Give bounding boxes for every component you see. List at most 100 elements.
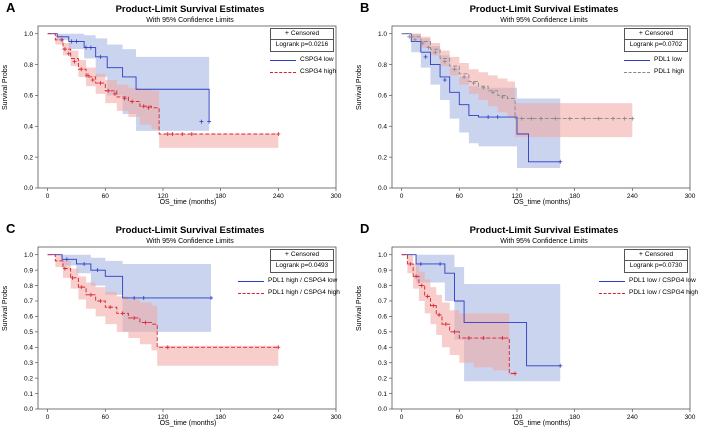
censor-mark (442, 78, 447, 82)
legend-swatch-dashed (238, 293, 264, 294)
y-tick-label: 0.0 (378, 185, 387, 192)
censor-mark (452, 67, 457, 72)
censor-mark (88, 45, 93, 50)
y-tick-label: 1.0 (24, 31, 33, 38)
logrank-text: Logrank p=0.0493 (275, 262, 329, 269)
censored-marker-icon: + (284, 251, 291, 258)
censor-mark (209, 295, 214, 300)
censor-mark (413, 37, 418, 42)
censor-mark (495, 115, 500, 120)
censor-mark (189, 132, 194, 136)
stats-box: + Censored Logrank p=0.0702 (624, 28, 688, 52)
x-tick-label: 120 (158, 414, 169, 421)
legend-label: CSPG4 low (300, 56, 334, 63)
censor-mark (431, 303, 436, 308)
y-tick-label: 0.8 (378, 283, 387, 290)
y-tick-label: 0.7 (24, 298, 33, 305)
censor-mark (85, 73, 90, 78)
y-tick-label: 0.8 (24, 62, 33, 69)
censor-mark (62, 266, 67, 271)
y-tick-label: 0.5 (378, 329, 387, 336)
x-tick-label: 60 (102, 414, 110, 421)
censor-mark (165, 132, 170, 136)
censor-mark (132, 315, 137, 320)
censor-mark (276, 345, 281, 350)
x-tick-label: 180 (569, 193, 580, 200)
legend-swatch-dashed (270, 72, 296, 73)
x-tick-label: 240 (273, 193, 284, 200)
x-tick-label: 0 (400, 193, 404, 200)
stats-box: + Censored Logrank p=0.0730 (624, 249, 688, 273)
censor-mark (95, 268, 100, 273)
censor-mark (622, 116, 627, 121)
confidence-band (47, 33, 279, 148)
x-tick-label: 300 (331, 414, 342, 421)
censor-mark (462, 74, 467, 79)
censored-marker-icon: + (638, 30, 645, 37)
censor-mark (276, 132, 281, 136)
censor-mark (180, 132, 185, 136)
panel-label: D (360, 221, 370, 236)
censor-mark (146, 105, 151, 110)
km-panel-b: 0.0 0.2 0.4 0.6 0.8 1.0 0 60 120 180 240 300 B Prod… (354, 0, 708, 221)
censor-mark (558, 159, 563, 164)
censor-mark (425, 294, 430, 299)
x-tick-label: 300 (331, 193, 342, 200)
survival-curve (401, 254, 516, 374)
y-tick-label: 0.5 (24, 329, 33, 336)
censor-mark (481, 85, 486, 90)
stats-box: + Censored Logrank p=0.0216 (270, 28, 334, 52)
censor-mark (98, 81, 103, 86)
censor-mark (122, 96, 127, 101)
censor-mark (98, 54, 103, 59)
censor-mark (108, 305, 113, 310)
y-axis-label: Survival Probs (356, 64, 363, 110)
y-tick-label: 0.2 (378, 154, 387, 161)
y-tick-label: 1.0 (378, 252, 387, 259)
censor-mark (79, 285, 84, 290)
survival-curve (401, 33, 561, 163)
legend-label: PDL1 low (654, 56, 682, 63)
confidence-band (401, 254, 516, 376)
x-tick-label: 300 (685, 414, 696, 421)
x-tick-label: 0 (46, 414, 50, 421)
y-axis-label: Survival Probs (2, 64, 9, 110)
censor-mark (141, 104, 146, 109)
y-tick-label: 0.3 (378, 360, 387, 367)
x-tick-label: 180 (215, 414, 226, 421)
censor-mark (490, 90, 495, 95)
censor-mark (82, 261, 87, 266)
censor-mark (408, 261, 413, 266)
y-tick-label: 0.2 (378, 375, 387, 382)
censor-mark (120, 311, 125, 316)
censor-mark (90, 78, 95, 82)
survival-curve (401, 254, 561, 367)
x-tick-label: 240 (273, 414, 284, 421)
censor-mark (452, 329, 457, 334)
y-tick-label: 0.6 (378, 314, 387, 321)
confidence-band (47, 33, 210, 131)
y-tick-label: 0.4 (378, 344, 387, 351)
x-tick-label: 120 (512, 193, 523, 200)
censor-mark (481, 336, 486, 341)
legend-swatch-solid (238, 281, 264, 282)
y-tick-label: 0.2 (24, 375, 33, 382)
censored-label: Censored (644, 30, 674, 37)
y-tick-label: 0.4 (24, 123, 33, 130)
censor-mark (529, 116, 534, 121)
censor-mark (66, 51, 71, 56)
censor-mark (426, 45, 431, 50)
y-axis-label: Survival Probs (2, 285, 9, 331)
censor-mark (112, 91, 117, 96)
km-panel-c: 0.0 0.1 0.2 0.3 0.4 0.5 0.6 0.7 0.8 0.9 1.0 0 60 120 1… (0, 221, 354, 442)
x-tick-label: 180 (215, 193, 226, 200)
legend-swatch-solid (270, 60, 296, 61)
y-tick-label: 0.4 (378, 123, 387, 130)
censor-mark (84, 45, 89, 50)
legend-swatch-solid (599, 281, 625, 282)
chart-title: Product-Limit Survival Estimates (469, 4, 619, 15)
legend-label: PDL1 low / CSPG4 high (629, 289, 699, 296)
logrank-text: Logrank p=0.0702 (629, 41, 683, 48)
censored-label: Censored (290, 30, 320, 37)
y-tick-label: 0.0 (24, 185, 33, 192)
